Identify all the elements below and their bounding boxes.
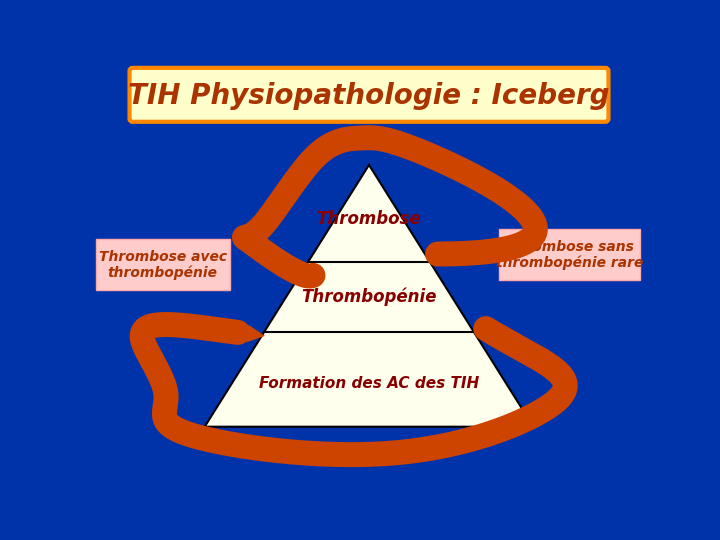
FancyBboxPatch shape [96, 239, 230, 289]
Text: Formation des AC des TIH: Formation des AC des TIH [259, 376, 479, 391]
Text: Thrombose sans
thrombopénie rare: Thrombose sans thrombopénie rare [496, 240, 644, 271]
Text: TIH Physiopathologie : Iceberg: TIH Physiopathologie : Iceberg [128, 82, 610, 110]
FancyBboxPatch shape [499, 229, 640, 280]
Text: Thrombose avec
thrombopénie: Thrombose avec thrombopénie [99, 249, 227, 280]
FancyBboxPatch shape [130, 68, 608, 122]
Text: Thrombose: Thrombose [317, 211, 421, 228]
Polygon shape [204, 165, 534, 427]
Text: Thrombopénie: Thrombopénie [301, 288, 437, 306]
